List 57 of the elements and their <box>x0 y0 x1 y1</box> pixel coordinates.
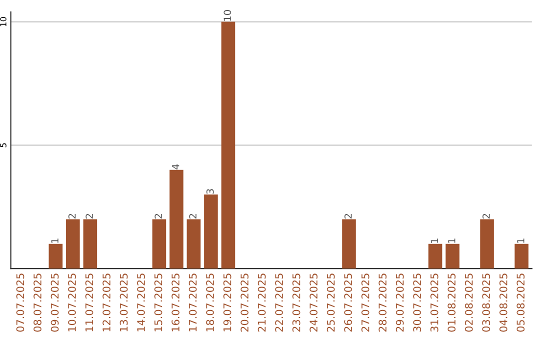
data-label: 2 <box>68 214 76 219</box>
data-label: 2 <box>189 214 196 219</box>
x-tick-label: 07.07.2025 <box>16 274 24 332</box>
data-label: 10 <box>224 10 232 21</box>
data-label: 2 <box>344 214 352 219</box>
bar <box>204 194 218 269</box>
bar <box>152 219 166 269</box>
x-tick-label: 01.08.2025 <box>448 274 456 332</box>
x-tick-label: 15.07.2025 <box>154 274 162 332</box>
bar <box>170 170 184 269</box>
bar <box>480 219 494 269</box>
bar <box>221 22 236 269</box>
x-tick-label: 25.07.2025 <box>326 274 335 332</box>
bar <box>514 244 528 269</box>
x-tick-label: 18.07.2025 <box>206 274 214 332</box>
x-tick-label: 21.07.2025 <box>258 274 266 332</box>
x-tick-label: 03.08.2025 <box>482 274 490 332</box>
x-tick-label: 22.07.2025 <box>275 274 283 332</box>
data-label: 1 <box>51 238 58 243</box>
x-tick-label: 02.08.2025 <box>464 274 473 332</box>
data-label: 4 <box>172 164 180 170</box>
data-label: 1 <box>430 238 438 243</box>
x-tick-label: 05.08.2025 <box>516 274 525 332</box>
x-tick-label: 04.08.2025 <box>499 274 508 332</box>
x-tick-label: 09.07.2025 <box>50 274 59 332</box>
x-tick-label: 28.07.2025 <box>378 274 387 332</box>
x-tick-label: 30.07.2025 <box>413 274 422 332</box>
x-tick-label: 20.07.2025 <box>240 274 248 332</box>
data-label: 1 <box>517 238 524 243</box>
x-tick-label: 13.07.2025 <box>120 274 128 332</box>
bar <box>66 219 80 269</box>
bar <box>83 219 98 269</box>
x-tick-label: 19.07.2025 <box>223 274 232 332</box>
x-tick-label: 23.07.2025 <box>292 274 300 332</box>
x-tick-label: 27.07.2025 <box>361 274 370 332</box>
y-tick-label: 5 <box>0 143 6 148</box>
data-label: 2 <box>154 214 162 219</box>
x-tick-label: 24.07.2025 <box>310 274 318 332</box>
x-tick-label: 26.07.2025 <box>344 274 352 332</box>
bar <box>48 244 63 269</box>
bar <box>186 219 201 269</box>
bar <box>428 244 442 269</box>
bar <box>446 244 460 269</box>
data-label: 2 <box>86 214 93 219</box>
x-tick-label: 14.07.2025 <box>137 274 145 332</box>
data-label: 3 <box>206 189 214 194</box>
x-tick-label: 11.07.2025 <box>85 274 94 332</box>
x-tick-label: 10.07.2025 <box>68 274 76 332</box>
x-tick-label: 29.07.2025 <box>396 274 404 332</box>
bar <box>342 219 356 269</box>
data-label: 2 <box>482 214 490 219</box>
x-tick-label: 16.07.2025 <box>172 274 180 332</box>
x-tick-label: 12.07.2025 <box>102 274 110 332</box>
x-tick-label: 17.07.2025 <box>188 274 197 332</box>
data-label: 1 <box>448 238 456 243</box>
x-tick-label: 08.07.2025 <box>34 274 42 332</box>
x-tick-label: 31.07.2025 <box>430 274 438 332</box>
